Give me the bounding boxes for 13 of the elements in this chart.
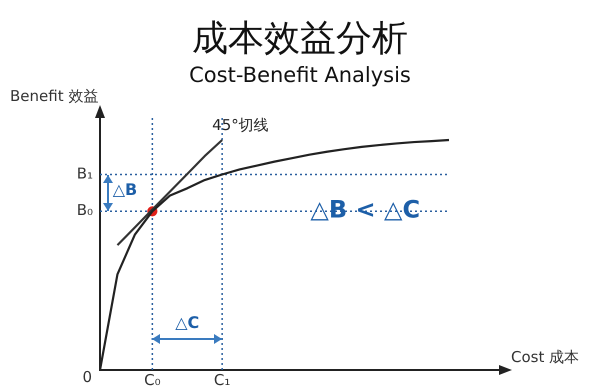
series-label: 45°切线 (212, 116, 269, 134)
annotation: △C (175, 313, 200, 332)
y-axis-title: Benefit 效益 (10, 87, 98, 105)
x-tick-label: C₁ (214, 370, 230, 389)
chart-subtitle: Cost-Benefit Analysis (189, 63, 411, 87)
annotation: △B < △C (310, 196, 420, 224)
chart-title: 成本效益分析 (192, 18, 408, 59)
ref-line-label: B₁ (76, 164, 93, 182)
annotation: △B (112, 180, 138, 200)
x-tick-label: C₀ (144, 370, 161, 389)
ref-line-label: B₀ (76, 201, 93, 220)
text: 0 (82, 368, 92, 386)
x-axis-title: Cost 成本 (511, 348, 580, 366)
